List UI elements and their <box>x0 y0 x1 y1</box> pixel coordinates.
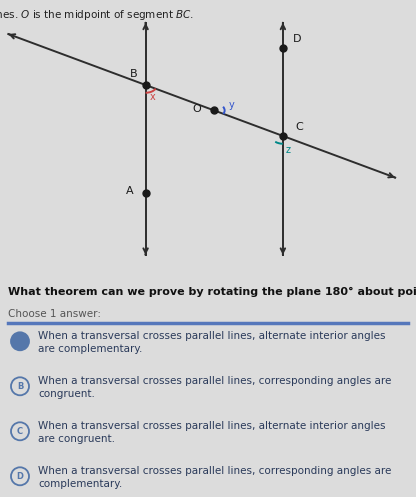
Text: O: O <box>192 104 201 114</box>
Text: A: A <box>126 186 134 196</box>
Text: $\overleftrightarrow{AB}$  and  $\overleftrightarrow{CD}$  are parallel lines. $: $\overleftrightarrow{AB}$ and $\overleft… <box>0 8 194 22</box>
Text: congruent.: congruent. <box>38 389 95 399</box>
Text: D: D <box>293 34 302 44</box>
Text: D: D <box>17 472 23 481</box>
Text: B: B <box>130 69 138 79</box>
Point <box>280 132 286 140</box>
Point <box>142 189 149 197</box>
Text: x: x <box>150 92 156 102</box>
Text: z: z <box>285 145 290 155</box>
Text: B: B <box>17 382 23 391</box>
Point <box>280 44 286 52</box>
Text: When a transversal crosses parallel lines, alternate interior angles: When a transversal crosses parallel line… <box>38 331 386 341</box>
Point <box>211 106 218 114</box>
Text: are complementary.: are complementary. <box>38 344 142 354</box>
Text: C: C <box>17 427 23 436</box>
Point <box>142 81 149 89</box>
Text: When a transversal crosses parallel lines, corresponding angles are: When a transversal crosses parallel line… <box>38 376 391 386</box>
Text: y: y <box>229 100 235 110</box>
Text: When a transversal crosses parallel lines, alternate interior angles: When a transversal crosses parallel line… <box>38 421 386 431</box>
Text: What theorem can we prove by rotating the plane 180° about point O?: What theorem can we prove by rotating th… <box>8 287 416 297</box>
Text: are congruent.: are congruent. <box>38 434 115 444</box>
Circle shape <box>11 332 29 350</box>
Text: A: A <box>17 337 23 346</box>
Text: When a transversal crosses parallel lines, corresponding angles are: When a transversal crosses parallel line… <box>38 466 391 476</box>
Text: Choose 1 answer:: Choose 1 answer: <box>8 309 101 319</box>
Text: C: C <box>295 122 303 132</box>
Text: complementary.: complementary. <box>38 479 122 489</box>
